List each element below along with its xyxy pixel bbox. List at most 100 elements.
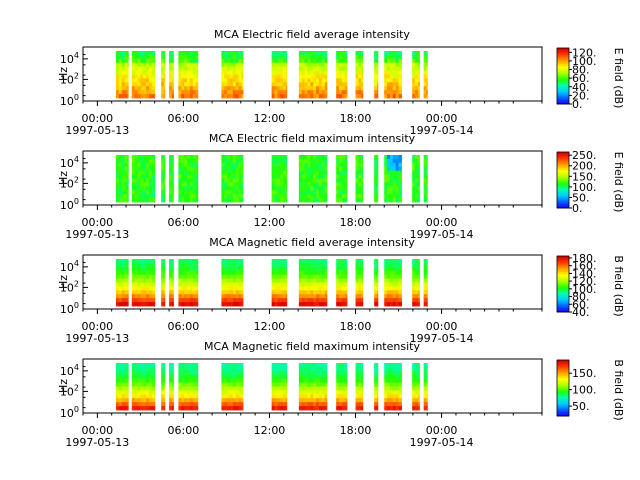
heatmap-cell [377,82,379,87]
heatmap-cell [395,262,400,268]
heatmap-cell [274,366,278,372]
heatmap-cell [392,51,397,56]
heatmap-cell [230,262,234,268]
heatmap-cell [301,190,306,195]
heatmap-cell [118,406,123,411]
heatmap-cell [336,366,340,372]
colorbar-cell [557,53,569,56]
heatmap-cell [164,158,166,164]
heatmap-cell [377,274,379,279]
colorbar-tick-label: 50. [572,191,590,204]
heatmap-cell [395,278,400,283]
heatmap-cell [389,51,394,56]
heatmap-cell [115,278,120,283]
heatmap-cell [423,270,428,276]
heatmap-cell [355,374,359,380]
colorbar-cell [557,256,569,258]
heatmap-cell [374,278,378,283]
heatmap-cell [324,186,328,191]
heatmap-cell [324,366,328,372]
heatmap-cell [121,74,126,79]
heatmap-cell [195,363,199,368]
heatmap-cell [321,270,326,276]
heatmap-cell [164,74,166,79]
heatmap-cell [124,270,128,276]
heatmap-cell [192,198,197,203]
heatmap-cell [127,266,129,272]
heatmap-cell [392,174,397,179]
heatmap-cell [227,262,231,268]
heatmap-cell [355,266,359,272]
heatmap-cell [324,182,328,187]
heatmap-cell [336,74,340,79]
colorbar-label: B field (dB) [612,359,625,420]
heatmap-cell [398,406,402,411]
heatmap-cell [304,282,308,287]
heatmap-cell [143,90,147,95]
heatmap-cell [221,374,225,380]
heatmap-cell [241,162,244,168]
heatmap-cell [169,155,173,160]
heatmap-cell [271,90,275,95]
heatmap-cell [316,162,320,168]
colorbar-cell [557,55,569,57]
heatmap-cell [131,182,136,187]
heatmap-cell [298,398,303,403]
heatmap-cell [121,274,126,279]
heatmap-cell [232,182,237,187]
heatmap-cell [241,282,244,287]
x-tick-label: 00:00 [81,112,113,125]
heatmap-cell [118,370,123,376]
heatmap-cell [280,266,284,272]
colorbar-cell [557,170,569,173]
heatmap-cell [426,70,428,75]
heatmap-cell [307,366,311,372]
heatmap-cell [377,382,379,387]
heatmap-cell [374,86,378,91]
heatmap-cell [235,394,240,399]
heatmap-cell [377,363,379,368]
heatmap-cell [415,394,419,399]
heatmap-cell [140,394,144,399]
heatmap-cell [339,270,343,276]
colorbar-cell [557,92,569,95]
heatmap-cell [392,274,397,279]
heatmap-cell [283,94,287,99]
heatmap-cell [121,90,126,95]
heatmap-cell [344,398,348,403]
heatmap-cell [285,290,288,295]
heatmap-cell [310,274,314,279]
heatmap-cell [377,370,379,376]
heatmap-cell [164,51,166,56]
heatmap-cell [398,386,402,391]
heatmap-cell [235,363,240,368]
y-tick-label: 102 [60,175,79,190]
heatmap-cell [181,174,185,179]
heatmap-cell [304,390,308,395]
heatmap-cell [358,259,362,264]
heatmap-cell [221,298,225,303]
heatmap-cell [148,282,153,287]
heatmap-cell [118,90,123,95]
heatmap-cell [169,186,173,191]
colorbar-tick-label: 100. [572,55,597,68]
heatmap-cell [146,378,150,383]
heatmap-cell [161,90,165,95]
heatmap-cell [143,394,147,399]
heatmap-cell [178,90,182,95]
heatmap-cell [280,94,284,99]
heatmap-cell [238,51,242,56]
heatmap-cell [143,294,147,299]
heatmap-cell [195,90,199,95]
heatmap-cell [146,86,150,91]
colorbar-cell [557,386,569,389]
heatmap-cell [235,62,240,68]
heatmap-cell [221,155,225,160]
heatmap-cell [426,262,428,268]
heatmap-cell [318,374,323,380]
heatmap-cell [321,54,326,60]
heatmap-cell [151,374,156,380]
heatmap-cell [137,406,141,411]
heatmap-cell [115,190,120,195]
heatmap-cell [115,282,120,287]
